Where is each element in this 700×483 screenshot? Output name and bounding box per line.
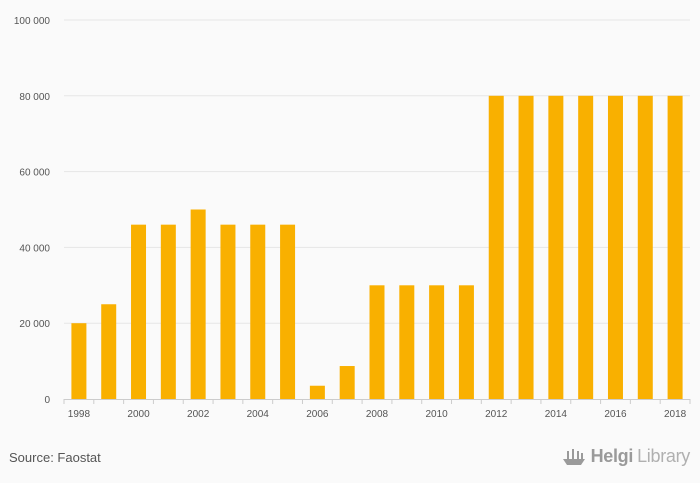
x-tick-label: 2006 <box>306 409 329 420</box>
bar <box>309 385 325 399</box>
bar <box>488 95 504 400</box>
bar <box>607 95 623 400</box>
x-tick-label: 2010 <box>425 409 448 420</box>
ship-icon <box>562 448 585 465</box>
bar <box>458 285 474 399</box>
bar <box>637 95 653 400</box>
y-tick-label: 40 000 <box>19 243 50 254</box>
helgi-library-logo[interactable]: Helgi Library <box>561 446 690 467</box>
y-tick-label: 60 000 <box>19 168 50 179</box>
source-label: Source: Faostat <box>9 450 101 465</box>
bar <box>71 323 87 399</box>
x-tick-label: 1998 <box>68 409 91 420</box>
bar <box>190 209 206 399</box>
y-tick-label: 100 000 <box>14 16 51 27</box>
bar <box>518 95 534 400</box>
bar <box>131 224 147 399</box>
x-tick-label: 2016 <box>604 409 627 420</box>
x-tick-label: 2012 <box>485 409 508 420</box>
bar <box>280 224 296 399</box>
x-tick-label: 2002 <box>187 409 210 420</box>
bar <box>399 285 415 399</box>
bar <box>369 285 385 399</box>
brand-library: Library <box>637 446 690 466</box>
bar <box>250 224 266 399</box>
x-tick-label: 2008 <box>366 409 389 420</box>
bar-chart: 0 20 000 40 000 60 000 80 000 100 000 1998 2000… <box>14 16 691 420</box>
y-tick-label: 0 <box>44 395 50 406</box>
bar <box>160 224 176 399</box>
x-tick-label: 2014 <box>545 409 568 420</box>
y-tick-label: 80 000 <box>19 92 50 103</box>
bar <box>339 366 355 399</box>
x-tick-label: 2004 <box>247 409 270 420</box>
y-tick-label: 20 000 <box>19 319 50 330</box>
bar <box>667 95 683 400</box>
x-tick-label: 2018 <box>664 409 687 420</box>
x-tick-label: 2000 <box>127 409 150 420</box>
bar <box>578 95 594 400</box>
bar <box>548 95 564 400</box>
bar <box>220 224 236 399</box>
brand-helgi: Helgi <box>590 446 634 466</box>
bar <box>429 285 445 399</box>
bar <box>101 304 117 399</box>
